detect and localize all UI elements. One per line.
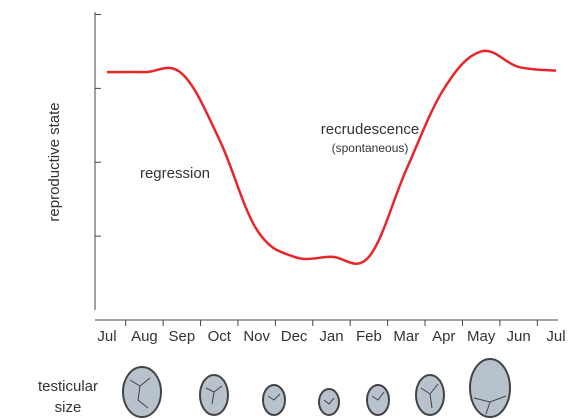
x-tick-label: Jan xyxy=(319,328,343,345)
x-tick-label: Mar xyxy=(393,328,419,345)
y-axis-label: reproductive state xyxy=(46,102,63,221)
x-tick-label: Dec xyxy=(281,328,308,345)
x-tick-label: Nov xyxy=(243,328,270,345)
x-tick-label: Feb xyxy=(356,328,382,345)
x-tick-label: Jul xyxy=(546,328,565,345)
x-tick-label: Jun xyxy=(506,328,530,345)
testis-icon xyxy=(123,367,161,417)
x-tick-label: Sep xyxy=(168,328,195,345)
x-tick-label: Jul xyxy=(97,328,116,345)
line xyxy=(107,51,556,264)
testis-icon xyxy=(470,359,510,417)
testis-icon xyxy=(319,389,339,415)
footer-label: testicular xyxy=(38,378,98,395)
annotation: recrudescence xyxy=(321,121,419,138)
footer-label: size xyxy=(55,399,82,416)
chart: reproductive state regression recrudesce… xyxy=(0,0,579,419)
annotation: regression xyxy=(140,165,210,182)
x-tick-label: Apr xyxy=(432,328,455,345)
x-tick-label: May xyxy=(467,328,496,345)
annotation: (spontaneous) xyxy=(332,141,409,155)
x-tick-label: Oct xyxy=(208,328,232,345)
x-tick-label: Aug xyxy=(131,328,158,345)
testis-icons xyxy=(123,359,510,417)
